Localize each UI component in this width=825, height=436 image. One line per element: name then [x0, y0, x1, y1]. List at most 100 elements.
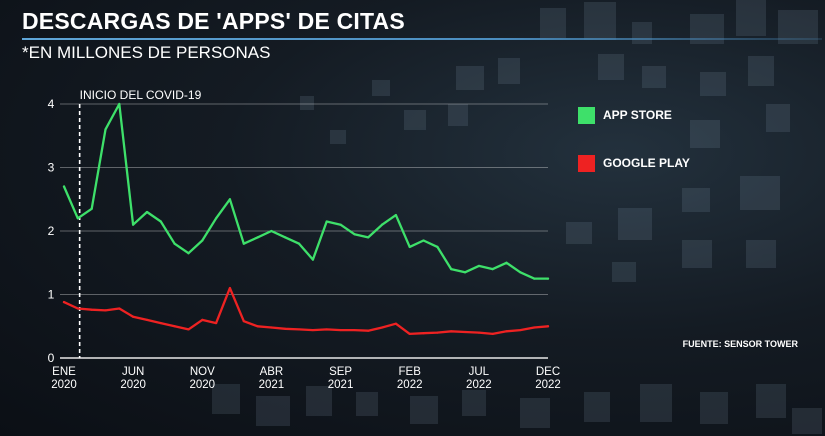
x-tick-month: ABR — [260, 366, 284, 378]
data-point-app-store — [533, 277, 536, 280]
data-point-app-store — [353, 233, 356, 236]
x-tick-label: DEC 2022 — [535, 366, 561, 391]
x-tick-year: 2022 — [535, 379, 561, 391]
data-point-google-play — [104, 309, 107, 312]
data-point-google-play — [380, 326, 384, 329]
data-point-google-play — [353, 328, 356, 332]
data-point-google-play — [311, 328, 315, 332]
data-point-app-store — [477, 264, 480, 268]
x-tick-year: 2020 — [189, 379, 215, 391]
data-point-google-play — [325, 328, 328, 331]
data-point-app-store — [132, 223, 135, 226]
data-point-google-play — [173, 325, 176, 328]
data-point-app-store — [491, 268, 494, 271]
data-point-google-play — [284, 327, 287, 330]
x-tick-year: 2021 — [259, 379, 285, 391]
data-point-app-store — [394, 214, 397, 217]
data-point-google-play — [367, 329, 370, 332]
data-point-google-play — [297, 328, 301, 331]
y-tick-label: 1 — [48, 288, 55, 302]
data-point-app-store — [76, 217, 79, 220]
legend-swatch-app-store — [578, 106, 595, 124]
legend-item-app-store: APP STORE — [578, 105, 690, 125]
y-tick-label: 0 — [48, 351, 55, 365]
data-point-app-store — [422, 239, 425, 242]
y-tick-label: 2 — [48, 224, 55, 238]
data-point-google-play — [339, 328, 342, 332]
data-point-app-store — [145, 210, 149, 214]
series-line-app-store — [62, 102, 550, 280]
data-point-google-play — [408, 332, 411, 335]
data-point-app-store — [173, 242, 176, 245]
data-point-google-play — [118, 307, 121, 310]
data-point-app-store — [90, 207, 93, 210]
x-tick-label: JUL 2022 — [466, 366, 492, 391]
data-point-app-store — [436, 245, 439, 248]
covid-annotation-label: INICIO DEL COVID-19 — [80, 88, 202, 102]
data-point-app-store — [228, 198, 232, 201]
x-tick-label: SEP 2021 — [328, 366, 354, 391]
x-tick-month: JUL — [469, 366, 490, 378]
data-point-google-play — [201, 318, 204, 321]
data-point-app-store — [242, 242, 245, 245]
x-tick-year: 2022 — [397, 379, 423, 391]
x-tick-year: 2021 — [328, 379, 354, 391]
data-point-google-play — [145, 318, 149, 321]
x-tick-month: NOV — [190, 366, 215, 378]
title-underline — [22, 38, 822, 40]
data-point-google-play — [436, 331, 439, 334]
data-point-google-play — [228, 287, 232, 290]
data-point-app-store — [159, 220, 162, 223]
x-tick-month: DEC — [536, 366, 560, 378]
data-point-google-play — [505, 330, 508, 333]
data-point-app-store — [187, 252, 190, 255]
data-point-app-store — [325, 220, 328, 223]
data-point-google-play — [256, 325, 259, 328]
data-point-app-store — [62, 185, 66, 188]
x-tick-label: ABR 2021 — [259, 366, 285, 391]
data-point-google-play — [477, 331, 480, 334]
data-point-app-store — [256, 236, 259, 239]
x-tick-month: SEP — [329, 366, 352, 378]
data-series — [62, 102, 550, 336]
grid-lines — [60, 103, 548, 359]
data-point-google-play — [491, 332, 494, 335]
series-line-google-play — [62, 286, 550, 336]
data-point-google-play — [533, 326, 536, 329]
data-point-app-store — [297, 242, 301, 245]
data-point-google-play — [90, 308, 93, 311]
data-point-google-play — [394, 322, 397, 325]
x-tick-month: FEB — [399, 366, 422, 378]
data-point-app-store — [104, 128, 107, 131]
data-point-app-store — [505, 261, 508, 264]
data-point-app-store — [408, 245, 411, 248]
data-point-google-play — [546, 325, 550, 328]
chart-title: DESCARGAS DE 'APPS' DE CITAS — [22, 8, 405, 34]
x-tick-label: FEB 2022 — [397, 366, 423, 391]
data-point-app-store — [215, 217, 218, 220]
y-axis-labels: 0 1 2 3 4 — [48, 97, 55, 365]
x-tick-year: 2020 — [120, 379, 146, 391]
y-tick-label: 4 — [48, 97, 55, 111]
x-tick-label: NOV 2020 — [189, 366, 215, 391]
x-tick-month: JUN — [122, 366, 144, 378]
data-point-app-store — [519, 271, 522, 274]
legend-label-google-play: GOOGLE PLAY — [603, 156, 690, 170]
y-tick-label: 3 — [48, 161, 55, 175]
data-point-app-store — [367, 236, 370, 239]
data-point-app-store — [311, 258, 315, 261]
data-point-app-store — [380, 223, 384, 226]
data-point-google-play — [76, 307, 79, 310]
source-note: FUENTE: SENSOR TOWER — [682, 339, 798, 349]
data-point-google-play — [159, 321, 162, 325]
legend-label-app-store: APP STORE — [603, 108, 672, 122]
data-point-app-store — [463, 271, 467, 274]
legend-item-google-play: GOOGLE PLAY — [578, 153, 690, 173]
data-point-google-play — [519, 328, 522, 332]
data-point-google-play — [187, 328, 190, 331]
x-tick-month: ENE — [52, 366, 76, 378]
data-point-google-play — [270, 326, 273, 329]
